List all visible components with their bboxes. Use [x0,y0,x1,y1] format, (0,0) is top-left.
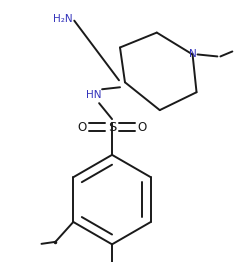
Text: S: S [108,120,116,134]
Text: H₂N: H₂N [53,14,72,24]
Text: N: N [189,49,196,59]
Text: HN: HN [86,90,102,100]
Text: O: O [137,120,147,134]
Text: O: O [78,120,87,134]
